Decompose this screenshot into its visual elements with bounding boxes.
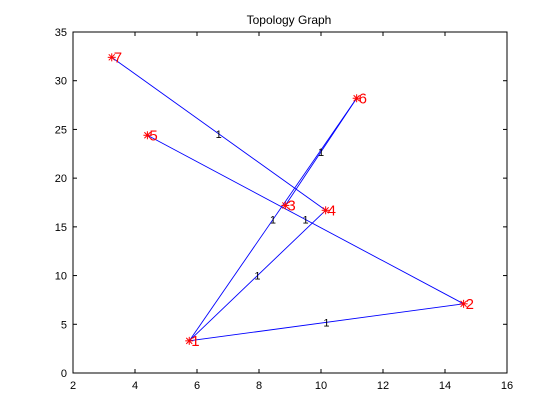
- node-marker-stroke: [185, 337, 193, 345]
- node-marker-stroke: [460, 300, 467, 308]
- node-marker-6: [352, 94, 361, 103]
- edge-1-2: [189, 303, 464, 342]
- y-tick-label: 15: [55, 222, 67, 234]
- node-label: 1: [191, 333, 199, 350]
- edge-weight-label: 1: [254, 271, 260, 283]
- edge-weight-label: 1: [216, 129, 222, 141]
- edge-6-3: [284, 98, 358, 206]
- node-labels-layer: 1 2 3 4 5 6 7: [114, 49, 474, 350]
- edge-weight-label: 1: [302, 215, 308, 227]
- edge-5-2: [147, 134, 464, 305]
- y-tick-label: 10: [55, 271, 67, 283]
- x-tick-label: 14: [439, 380, 451, 392]
- edges-layer: [111, 56, 464, 342]
- y-tick-label: 30: [55, 76, 67, 88]
- y-tick-label: 35: [55, 27, 67, 39]
- node-label: 2: [466, 296, 474, 313]
- node-marker-stroke: [353, 94, 361, 102]
- y-tick-label: 20: [55, 173, 67, 185]
- node-marker-7: [107, 53, 116, 62]
- x-tick-label: 4: [132, 380, 138, 392]
- axes-box: [72, 31, 508, 374]
- y-tick-label: 0: [61, 368, 67, 380]
- node-marker-stroke: [322, 206, 330, 214]
- node-label: 7: [114, 49, 122, 66]
- node-marker-stroke: [108, 53, 116, 61]
- node-label: 6: [359, 90, 367, 107]
- edge-labels-layer: 1 1 1 1 1 1: [216, 129, 330, 330]
- chart-title: Topology Graph: [247, 13, 332, 27]
- y-tick-label: 5: [61, 319, 67, 331]
- node-marker-1: [185, 336, 194, 345]
- edge-weight-label: 1: [323, 317, 329, 329]
- node-marker-2: [459, 299, 468, 308]
- edge-1-6: [188, 97, 358, 342]
- x-tick-label: 8: [256, 380, 262, 392]
- y-tick-label: 25: [55, 124, 67, 136]
- x-tick-label: 12: [377, 380, 389, 392]
- node-marker-3: [281, 201, 290, 210]
- node-label: 5: [149, 127, 157, 144]
- edge-weight-label: 1: [318, 147, 324, 159]
- node-label: 4: [328, 202, 336, 219]
- node-marker-stroke: [281, 202, 289, 209]
- x-tick-label: 2: [70, 380, 76, 392]
- x-tick-label: 10: [315, 380, 327, 392]
- node-marker-4: [321, 206, 330, 215]
- node-label: 3: [287, 197, 295, 214]
- edge-1-4: [188, 209, 326, 342]
- edge-7-4: [111, 56, 326, 211]
- node-marker-stroke: [144, 131, 151, 139]
- x-tick-label: 16: [501, 380, 513, 392]
- x-tick-label: 6: [194, 380, 200, 392]
- edge-weight-label: 1: [270, 215, 276, 227]
- nodes-layer: [107, 53, 468, 345]
- node-marker-5: [143, 131, 152, 140]
